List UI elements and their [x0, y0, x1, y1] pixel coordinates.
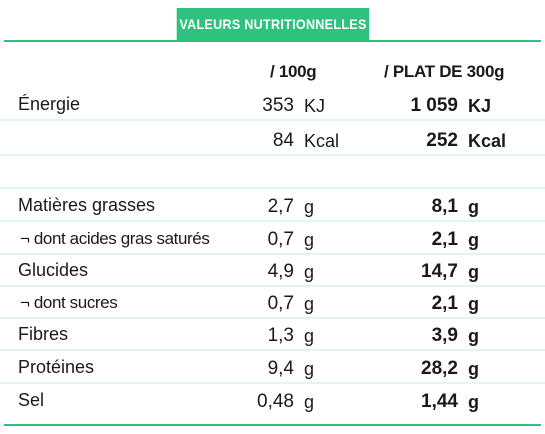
row-sugars: ¬ dont sucres 0,7 g 2,1 g [0, 288, 545, 319]
row-energy-kj: Énergie 353 KJ 1 059 KJ [0, 90, 545, 121]
value-per-plate: 252 [426, 130, 458, 151]
unit-per-100g: g [304, 262, 315, 282]
unit-per-plate: g [468, 294, 479, 314]
value-per-100g: 2,7 [267, 196, 294, 217]
unit-per-plate: g [468, 230, 479, 250]
row-label: Protéines [18, 357, 95, 377]
unit-per-100g: g [304, 392, 315, 412]
unit-per-plate: KJ [468, 96, 492, 116]
value-per-100g: 0,7 [267, 293, 294, 314]
row-label: Matières grasses [18, 195, 156, 215]
nutrition-header-tab: VALEURS NUTRITIONNELLES [176, 8, 370, 40]
value-per-plate: 2,1 [431, 293, 458, 314]
value-per-plate: 28,2 [421, 358, 458, 379]
unit-per-plate: g [468, 197, 479, 217]
row-salt: Sel 0,48 g 1,44 g [0, 386, 545, 417]
value-per-plate: 3,9 [431, 325, 458, 346]
row-carbohydrates: Glucides 4,9 g 14,7 g [0, 256, 545, 287]
unit-per-100g: g [304, 294, 315, 314]
bottom-divider [4, 424, 541, 426]
row-protein: Protéines 9,4 g 28,2 g [0, 353, 545, 384]
unit-per-100g: g [304, 359, 315, 379]
row-fibre: Fibres 1,3 g 3,9 g [0, 320, 545, 351]
value-per-plate: 1,44 [421, 391, 458, 412]
row-label: Sel [18, 390, 45, 410]
unit-per-100g: g [304, 230, 315, 250]
unit-per-plate: g [468, 262, 479, 282]
value-per-plate: 2,1 [431, 229, 458, 250]
empty-row [0, 158, 545, 189]
value-per-100g: 4,9 [267, 261, 294, 282]
value-per-plate: 8,1 [431, 196, 458, 217]
row-label: ¬ dont acides gras saturés [20, 229, 210, 248]
row-saturated-fat: ¬ dont acides gras saturés 0,7 g 2,1 g [0, 224, 545, 255]
column-header-per-plate: / PLAT DE 300g [384, 62, 505, 81]
value-per-plate: 1 059 [410, 95, 458, 116]
unit-per-100g: KJ [304, 96, 326, 116]
value-per-100g: 0,48 [257, 391, 294, 412]
column-header-per-100g: / 100g [270, 62, 317, 81]
unit-per-100g: Kcal [304, 131, 340, 151]
value-per-100g: 9,4 [267, 358, 294, 379]
unit-per-plate: Kcal [468, 131, 507, 151]
row-label: ¬ dont sucres [20, 293, 118, 312]
value-per-plate: 14,7 [421, 261, 458, 282]
unit-per-100g: g [304, 197, 315, 217]
value-per-100g: 0,7 [267, 229, 294, 250]
value-per-100g: 1,3 [267, 325, 294, 346]
unit-per-plate: g [468, 326, 479, 346]
row-label: Fibres [18, 324, 69, 344]
row-energy-kcal: 84 Kcal 252 Kcal [0, 125, 545, 156]
row-label: Énergie [18, 94, 81, 114]
top-divider [4, 40, 541, 42]
value-per-100g: 84 [272, 130, 294, 151]
unit-per-plate: g [468, 359, 479, 379]
unit-per-plate: g [468, 392, 479, 412]
row-fat: Matières grasses 2,7 g 8,1 g [0, 191, 545, 222]
value-per-100g: 353 [262, 95, 294, 116]
row-label: Glucides [18, 260, 89, 280]
unit-per-100g: g [304, 326, 315, 346]
